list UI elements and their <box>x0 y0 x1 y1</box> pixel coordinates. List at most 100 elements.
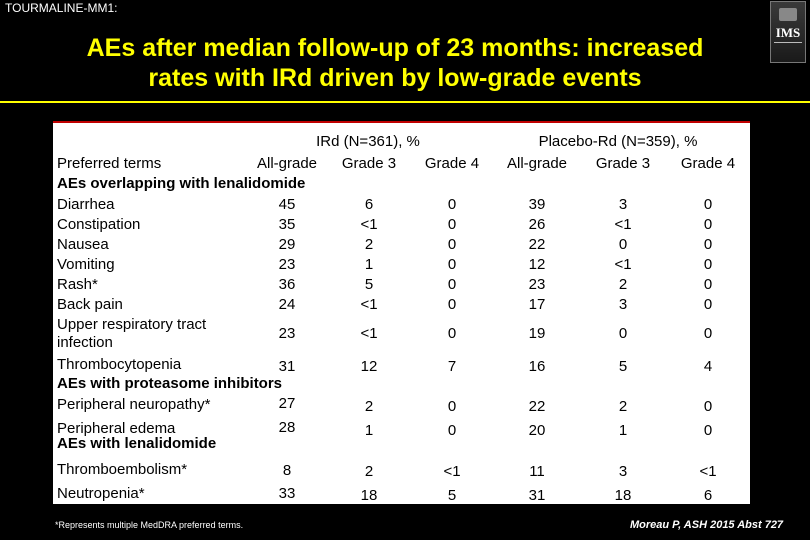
row-label: Upper respiratory tract <box>57 316 207 333</box>
table-cell: 3 <box>618 196 628 213</box>
table-cell: 5 <box>447 487 457 504</box>
column-header: Grade 4 <box>680 155 736 172</box>
table-cell: 2 <box>618 276 628 293</box>
logo-text: IMS <box>775 25 801 40</box>
column-header: All-grade <box>256 155 318 172</box>
table-cell: 0 <box>703 398 713 415</box>
table-cell: 0 <box>447 398 457 415</box>
table-top-rule <box>53 121 750 123</box>
table-cell: 11 <box>529 463 545 480</box>
table-cell: 23 <box>278 256 296 273</box>
table-cell: 0 <box>703 216 713 233</box>
table-cell: 1 <box>364 256 374 273</box>
row-label: infection <box>57 334 113 351</box>
table-cell: 0 <box>447 216 457 233</box>
table-cell: 39 <box>528 196 546 213</box>
title-line-1: AEs after median follow-up of 23 months:… <box>86 34 704 62</box>
table-cell: 0 <box>447 296 457 313</box>
table-cell: <1 <box>699 463 717 480</box>
row-label: Diarrhea <box>57 196 115 213</box>
table-cell: 31 <box>278 358 296 375</box>
table-cell: 45 <box>278 196 296 213</box>
table-cell: 0 <box>703 276 713 293</box>
row-label: Peripheral edema <box>57 420 176 437</box>
table-cell: 2 <box>364 398 374 415</box>
table-cell: 0 <box>703 422 713 439</box>
row-label: Back pain <box>57 296 123 313</box>
table-cell: 5 <box>618 358 628 375</box>
table-cell: 19 <box>528 325 546 342</box>
table-cell: <1 <box>614 256 632 273</box>
table-cell: 5 <box>364 276 374 293</box>
table-cell: 3 <box>618 296 628 313</box>
row-label: Nausea <box>57 236 109 253</box>
table-cell: <1 <box>360 216 378 233</box>
title-rule <box>0 101 810 103</box>
table-cell: 26 <box>528 216 546 233</box>
table-cell: 16 <box>528 358 546 375</box>
slide-title: AEs after median follow-up of 23 months:… <box>0 33 790 93</box>
table-cell: 22 <box>528 236 546 253</box>
table-cell: 31 <box>528 487 546 504</box>
column-header: Grade 3 <box>595 155 651 172</box>
ims-logo: IMS <box>770 1 806 63</box>
table-cell: 4 <box>703 358 713 375</box>
table-cell: 12 <box>360 358 378 375</box>
column-header: Grade 4 <box>424 155 480 172</box>
section-title: AEs with lenalidomide <box>57 435 217 452</box>
table-cell: 23 <box>278 325 296 342</box>
table-cell: 0 <box>447 325 457 342</box>
column-header: Grade 3 <box>341 155 397 172</box>
group-header-ird: IRd (N=361), % <box>316 133 420 150</box>
ae-table: IRd (N=361), % Placebo-Rd (N=359), % Prefe… <box>53 121 750 504</box>
table-cell: 33 <box>278 485 296 502</box>
table-cell: <1 <box>443 463 461 480</box>
table-cell: 12 <box>528 256 546 273</box>
footnote: *Represents multiple MedDRA preferred te… <box>55 520 244 530</box>
table-cell: 1 <box>364 422 374 439</box>
table-cell: 2 <box>364 463 374 480</box>
table-cell: 0 <box>447 196 457 213</box>
table-cell: 2 <box>618 398 628 415</box>
table-cell: 1 <box>618 422 628 439</box>
row-label: Neutropenia* <box>57 485 145 502</box>
table-cell: 35 <box>278 216 296 233</box>
logo-subtext <box>774 42 802 57</box>
table-cell: <1 <box>360 296 378 313</box>
table-cell: 0 <box>703 296 713 313</box>
table-cell: 0 <box>703 256 713 273</box>
table-cell: 22 <box>528 398 546 415</box>
title-line-2: rates with IRd driven by low-grade event… <box>148 64 642 92</box>
section-title: AEs with proteasome inhibitors <box>57 375 283 392</box>
row-label: Vomiting <box>57 256 115 273</box>
table-cell: 0 <box>703 325 713 342</box>
table-cell: 20 <box>528 422 546 439</box>
table-cell: 6 <box>364 196 374 213</box>
trial-name: TOURMALINE-MM1: <box>5 1 118 15</box>
table-cell: 0 <box>618 325 628 342</box>
table-cell: 0 <box>447 422 457 439</box>
table-cell: 23 <box>528 276 546 293</box>
table-cell: 0 <box>447 276 457 293</box>
group-header-placebo: Placebo-Rd (N=359), % <box>538 133 698 150</box>
table-cell: 0 <box>447 236 457 253</box>
table-cell: 6 <box>703 487 713 504</box>
table-cell: 27 <box>278 395 296 412</box>
table-cell: 0 <box>447 256 457 273</box>
table-cell: 18 <box>360 487 378 504</box>
table-cell: 24 <box>278 296 296 313</box>
table-cell: 2 <box>364 236 374 253</box>
table-cell: 29 <box>278 236 296 253</box>
table-cell: <1 <box>614 216 632 233</box>
row-label: Peripheral neuropathy* <box>57 396 211 413</box>
table-cell: 0 <box>703 236 713 253</box>
row-label: Rash* <box>57 276 98 293</box>
logo-mark <box>779 8 797 21</box>
row-label: Constipation <box>57 216 141 233</box>
row-label: Thromboembolism* <box>57 461 188 478</box>
row-label: Thrombocytopenia <box>57 356 182 373</box>
table-cell: 28 <box>278 419 296 436</box>
citation: Moreau P, ASH 2015 Abst 727 <box>630 519 784 531</box>
table-cell: 3 <box>618 463 628 480</box>
table-cell: 18 <box>614 487 632 504</box>
